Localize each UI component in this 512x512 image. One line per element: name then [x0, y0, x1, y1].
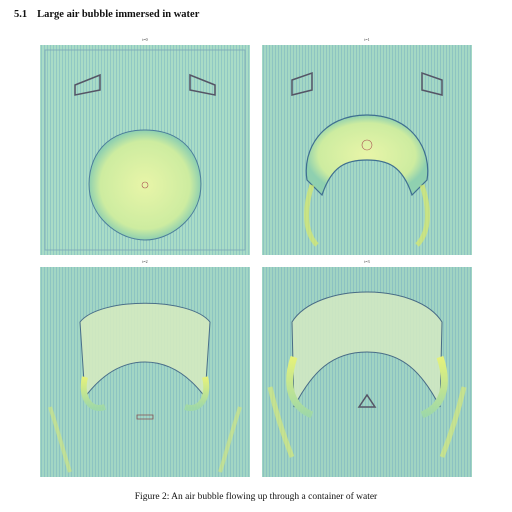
panel-label: t=3	[364, 259, 369, 264]
panel-label: t=0	[142, 37, 147, 42]
figure-caption: Figure 2: An air bubble flowing up throu…	[134, 492, 378, 502]
panel	[40, 45, 250, 255]
panel	[40, 267, 250, 477]
panel-label: t=2	[142, 259, 147, 264]
section-number: 5.1	[14, 9, 28, 20]
panel	[262, 45, 472, 255]
section-title: Large air bubble immersed in water	[37, 9, 200, 20]
panel-label: t=1	[364, 37, 369, 42]
section-heading: 5.1 Large air bubble immersed in water	[14, 9, 199, 20]
panel	[262, 267, 472, 477]
